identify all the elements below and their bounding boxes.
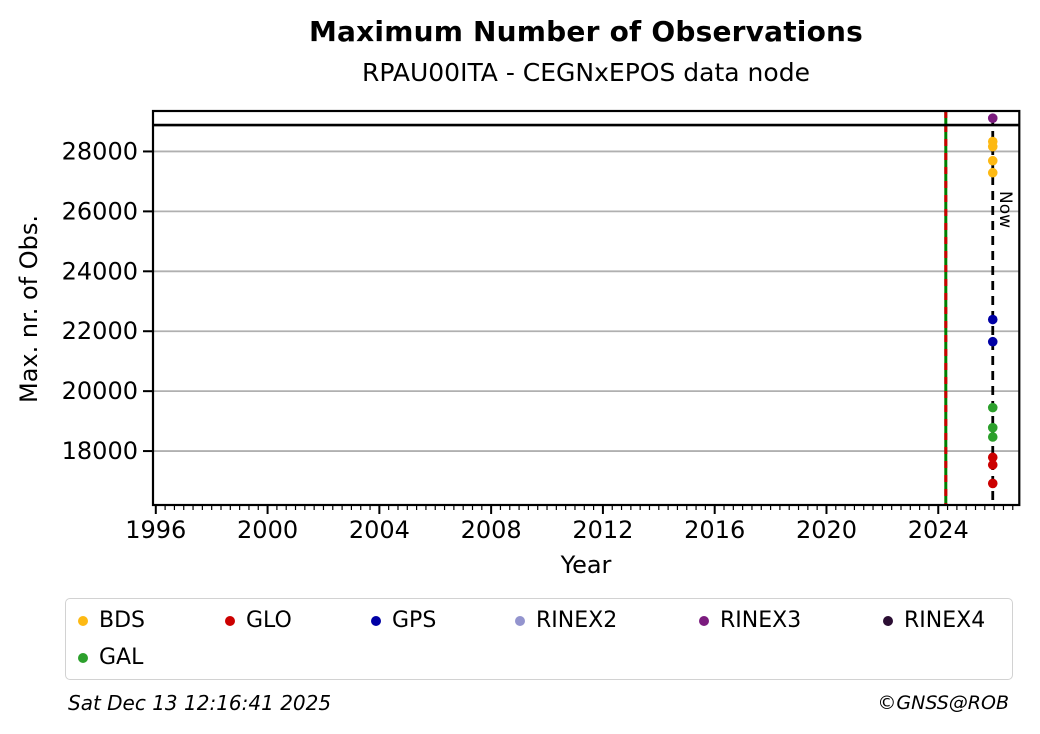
legend-item-gal: GAL bbox=[78, 644, 225, 670]
legend-label: GLO bbox=[246, 607, 292, 633]
legend-item-rinex3: RINEX3 bbox=[699, 607, 883, 633]
x-tick-label: 2008 bbox=[461, 516, 522, 544]
y-axis-label: Max. nr. of Obs. bbox=[15, 214, 43, 404]
legend-label: GPS bbox=[392, 607, 437, 633]
plot-timestamp: Sat Dec 13 12:16:41 2025 bbox=[68, 691, 332, 715]
legend-marker-bds bbox=[78, 615, 88, 626]
y-tick-label: 24000 bbox=[62, 257, 138, 285]
data-point-bds bbox=[987, 167, 998, 178]
legend-marker-gps bbox=[371, 615, 381, 626]
data-point-gps bbox=[987, 336, 998, 347]
data-point-rinex3 bbox=[987, 113, 998, 123]
y-tick-label: 22000 bbox=[62, 317, 138, 345]
legend-label: BDS bbox=[99, 607, 145, 633]
legend-item-bds: BDS bbox=[78, 607, 225, 633]
data-point-bds bbox=[987, 155, 998, 166]
data-point-bds bbox=[987, 141, 998, 152]
legend-item-rinex2: RINEX2 bbox=[515, 607, 699, 633]
legend-item-gps: GPS bbox=[371, 607, 515, 633]
legend-marker-gal bbox=[78, 652, 88, 663]
legend-marker-glo bbox=[225, 615, 235, 626]
legend-label: GAL bbox=[99, 644, 144, 670]
y-tick-label: 18000 bbox=[62, 437, 138, 465]
legend-item-rinex4: RINEX4 bbox=[883, 607, 1012, 633]
legend-label: RINEX2 bbox=[536, 607, 618, 633]
legend-label: RINEX4 bbox=[904, 607, 986, 633]
x-tick-label: 2016 bbox=[684, 516, 745, 544]
x-tick-label: 2000 bbox=[237, 516, 298, 544]
legend: BDS GLO GPS RINEX2 RINEX3 RINEX4 GAL bbox=[65, 598, 1013, 680]
data-point-gal bbox=[987, 422, 998, 433]
data-point-glo bbox=[987, 452, 998, 463]
plot-area: Now 1996 2000 2004 2008 2012 2016 2020 2024 18000… bbox=[62, 109, 1021, 544]
legend-item-glo: GLO bbox=[225, 607, 371, 633]
x-tick-label: 2012 bbox=[572, 516, 633, 544]
copyright-credit: ©GNSS@ROB bbox=[877, 692, 1009, 714]
legend-label: RINEX3 bbox=[720, 607, 802, 633]
data-point-glo bbox=[987, 460, 998, 470]
data-point-gal bbox=[987, 432, 998, 442]
chart-subtitle: RPAU00ITA - CEGNxEPOS data node bbox=[362, 58, 810, 87]
legend-marker-rinex3 bbox=[699, 615, 709, 626]
data-point-glo bbox=[987, 478, 998, 489]
data-point-gal bbox=[987, 402, 998, 413]
x-axis-label: Year bbox=[560, 551, 612, 579]
x-tick-label: 2020 bbox=[796, 516, 857, 544]
plot-frame bbox=[151, 109, 1021, 507]
legend-marker-rinex2 bbox=[515, 615, 525, 626]
legend-marker-rinex4 bbox=[883, 615, 893, 626]
x-tick-label: 2004 bbox=[349, 516, 410, 544]
y-tick-label: 20000 bbox=[62, 377, 138, 405]
y-tick-label: 26000 bbox=[62, 197, 138, 225]
y-tick-label: 28000 bbox=[62, 137, 138, 165]
chart-title: Maximum Number of Observations bbox=[308, 15, 864, 48]
x-tick-label: 1996 bbox=[125, 516, 186, 544]
x-tick-label: 2024 bbox=[908, 516, 969, 544]
data-point-gps bbox=[987, 314, 998, 325]
now-label: Now bbox=[995, 191, 1015, 228]
